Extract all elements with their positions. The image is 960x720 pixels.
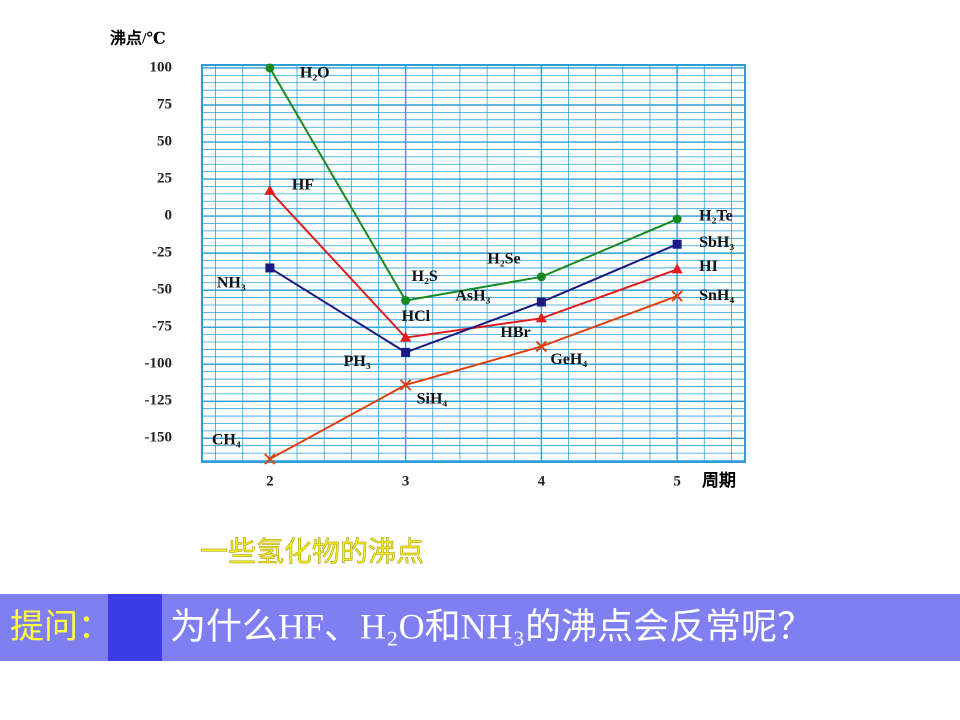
series-line [269, 295, 678, 460]
y-tick-label: 25 [157, 171, 172, 187]
point-label: SiH₄ [417, 391, 448, 408]
y-axis-label: 沸点/℃ [110, 29, 166, 48]
y-tick-label: 100 [150, 59, 173, 75]
question-text: 为什么HF、H₂O和NH₃的沸点会反常呢？ [170, 606, 813, 646]
caption: 一些氢化物的沸点 [200, 535, 424, 568]
point-label: H₂Te [699, 208, 733, 225]
y-tick-label: -50 [152, 282, 172, 298]
point [535, 312, 547, 323]
x-axis-label: 周期 [702, 471, 736, 490]
point [264, 453, 276, 465]
point [401, 296, 411, 306]
x-tick-label: 4 [538, 473, 546, 489]
point-label: HF [292, 177, 314, 194]
y-tick-label: 75 [157, 96, 172, 112]
y-tick-label: -25 [152, 245, 172, 261]
series-line [269, 67, 678, 302]
point [536, 272, 546, 282]
y-tick-label: -75 [152, 319, 172, 335]
series-line [269, 190, 678, 339]
point-label: HI [699, 258, 718, 275]
series-line [269, 243, 678, 354]
point-label: H₂Se [487, 251, 520, 268]
point-label: HCl [402, 308, 431, 325]
point [400, 331, 412, 342]
y-tick-label: -100 [145, 356, 173, 372]
point [401, 347, 411, 357]
point [536, 297, 546, 307]
y-tick-label: -125 [145, 393, 173, 409]
point [264, 184, 276, 195]
point-label: NH₃ [217, 275, 246, 292]
point-label: GeH₄ [550, 351, 587, 368]
point-label: H₂O [300, 65, 330, 82]
point [672, 214, 682, 224]
plot-frame [201, 64, 746, 463]
point-label: AsH₃ [455, 288, 490, 305]
point-label: SnH₄ [699, 287, 734, 304]
point [265, 263, 275, 273]
point [399, 379, 412, 391]
point [671, 290, 683, 302]
point-label: HBr [500, 324, 530, 341]
point-label: PH₃ [344, 353, 371, 370]
x-tick-label: 2 [266, 473, 274, 489]
x-tick-label: 3 [402, 473, 410, 489]
point-label: H₂S [412, 268, 438, 285]
point [535, 340, 548, 353]
point-label: SbH₃ [699, 234, 734, 251]
point [672, 239, 682, 249]
point-label: CH₄ [212, 432, 241, 449]
banner-block [108, 594, 162, 661]
question-prefix: 提问： [10, 608, 112, 646]
y-tick-label: 0 [165, 208, 173, 224]
y-tick-label: 50 [157, 133, 172, 149]
x-tick-label: 5 [673, 473, 681, 489]
point [671, 263, 683, 274]
point [265, 63, 275, 73]
y-tick-label: -150 [145, 430, 173, 446]
